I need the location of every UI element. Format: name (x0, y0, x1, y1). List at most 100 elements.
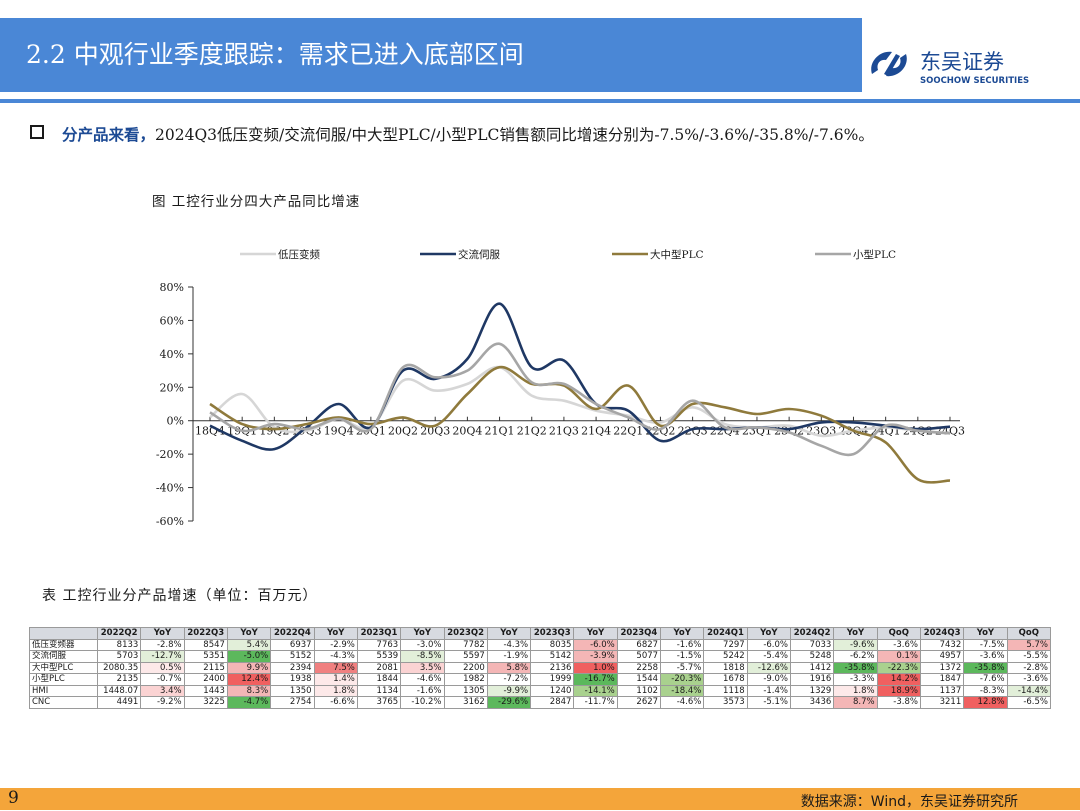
header-cell: 2023Q2 (444, 628, 487, 640)
table-cell: 5077 (617, 651, 660, 663)
table-cell: -4.6% (661, 697, 704, 709)
x-tick-label: 21Q2 (517, 425, 547, 438)
table-cell: 1134 (357, 685, 400, 697)
x-tick-label: 20Q2 (388, 425, 418, 438)
table-cell: -5.0% (227, 651, 270, 663)
y-tick-label: -40% (156, 482, 184, 495)
table-cell: 7297 (704, 639, 747, 651)
header-cell: YoY (487, 628, 530, 640)
table-cell: 8.3% (227, 685, 270, 697)
table-cell: 1412 (791, 662, 834, 674)
table-cell: 5597 (444, 651, 487, 663)
table-cell: 5.8% (487, 662, 530, 674)
row-label: HMI (30, 685, 98, 697)
table-cell: 3.5% (401, 662, 444, 674)
header-cell: 2022Q4 (271, 628, 314, 640)
logo-chinese-name: 东吴证券 (920, 46, 1004, 76)
table-cell: 3162 (444, 697, 487, 709)
table-cell: 2081 (357, 662, 400, 674)
legend-label: 大中型PLC (650, 248, 704, 261)
table-cell: 3573 (704, 697, 747, 709)
table-cell: 3765 (357, 697, 400, 709)
x-tick-label: 21Q1 (485, 425, 515, 438)
table-cell: 2394 (271, 662, 314, 674)
table-cell: 7.5% (314, 662, 357, 674)
y-tick-label: 0% (167, 415, 184, 428)
table-cell: -3.6% (964, 651, 1007, 663)
header-cell: 2024Q1 (704, 628, 747, 640)
table-cell: -7.6% (964, 674, 1007, 686)
y-tick-label: 80% (160, 281, 184, 294)
header-cell: YoY (574, 628, 617, 640)
table-cell: 1102 (617, 685, 660, 697)
table-cell: -1.9% (487, 651, 530, 663)
table-cell: 1916 (791, 674, 834, 686)
table-cell: 1.8% (834, 685, 877, 697)
page-title: 2.2 中观行业季度跟踪：需求已进入底部区间 (26, 35, 524, 71)
table-cell: -9.2% (141, 697, 184, 709)
table-cell: 1329 (791, 685, 834, 697)
table-cell: 2115 (184, 662, 227, 674)
page-number: 9 (8, 788, 19, 808)
table-cell: 1847 (920, 674, 963, 686)
table-cell: -10.2% (401, 697, 444, 709)
table-cell: 1544 (617, 674, 660, 686)
x-tick-label: 19Q4 (324, 425, 354, 438)
table-cell: 2754 (271, 697, 314, 709)
table-cell: 2135 (98, 674, 141, 686)
bullet-square-icon (30, 125, 44, 139)
table-cell: 12.8% (964, 697, 1007, 709)
row-label: 低压变频器 (30, 639, 98, 651)
table-cell: -5.1% (747, 697, 790, 709)
table-cell: -4.3% (314, 651, 357, 663)
table-cell: 9.9% (227, 662, 270, 674)
company-logo: 东吴证券 SOOCHOW SECURITIES (866, 44, 1056, 88)
table-cell: 2080.35 (98, 662, 141, 674)
table-cell: -12.6% (747, 662, 790, 674)
table-cell: 6827 (617, 639, 660, 651)
data-source: 数据来源：Wind，东吴证券研究所 (801, 791, 1018, 811)
table-cell: -16.7% (574, 674, 617, 686)
table-cell: 1844 (357, 674, 400, 686)
table-cell: 14.2% (877, 674, 920, 686)
table-cell: 2136 (531, 662, 574, 674)
table-cell: -29.6% (487, 697, 530, 709)
soochow-logo-icon (866, 44, 912, 84)
header-cell: YoY (661, 628, 704, 640)
row-label: 交流伺服 (30, 651, 98, 663)
table-cell: -8.3% (964, 685, 1007, 697)
table-cell: 1982 (444, 674, 487, 686)
table-cell: 1.0% (574, 662, 617, 674)
table-cell: -5.4% (747, 651, 790, 663)
table-cell: -6.6% (314, 697, 357, 709)
y-tick-label: 40% (160, 348, 184, 361)
table-cell: 7782 (444, 639, 487, 651)
header-cell: 2023Q1 (357, 628, 400, 640)
table-cell: 2200 (444, 662, 487, 674)
table-cell: -14.1% (574, 685, 617, 697)
table-cell: 8133 (98, 639, 141, 651)
table-cell: 7033 (791, 639, 834, 651)
header-cell: YoY (314, 628, 357, 640)
table-cell: -3.8% (877, 697, 920, 709)
table-cell: 6937 (271, 639, 314, 651)
table-cell: 5351 (184, 651, 227, 663)
y-tick-label: -20% (156, 448, 184, 461)
table-cell: 1305 (444, 685, 487, 697)
row-label: CNC (30, 697, 98, 709)
title-bar: 2.2 中观行业季度跟踪：需求已进入底部区间 (0, 18, 862, 92)
table-cell: -3.6% (877, 639, 920, 651)
table-cell: 1678 (704, 674, 747, 686)
legend-label: 小型PLC (853, 248, 896, 261)
x-tick-label: 21Q4 (581, 425, 611, 438)
x-tick-label: 20Q4 (452, 425, 482, 438)
table-cell: 2627 (617, 697, 660, 709)
table-cell: -6.2% (834, 651, 877, 663)
header-cell: YoY (227, 628, 270, 640)
table-cell: -11.7% (574, 697, 617, 709)
table-cell: -18.4% (661, 685, 704, 697)
table-cell: -5.7% (661, 662, 704, 674)
table-cell: -2.9% (314, 639, 357, 651)
